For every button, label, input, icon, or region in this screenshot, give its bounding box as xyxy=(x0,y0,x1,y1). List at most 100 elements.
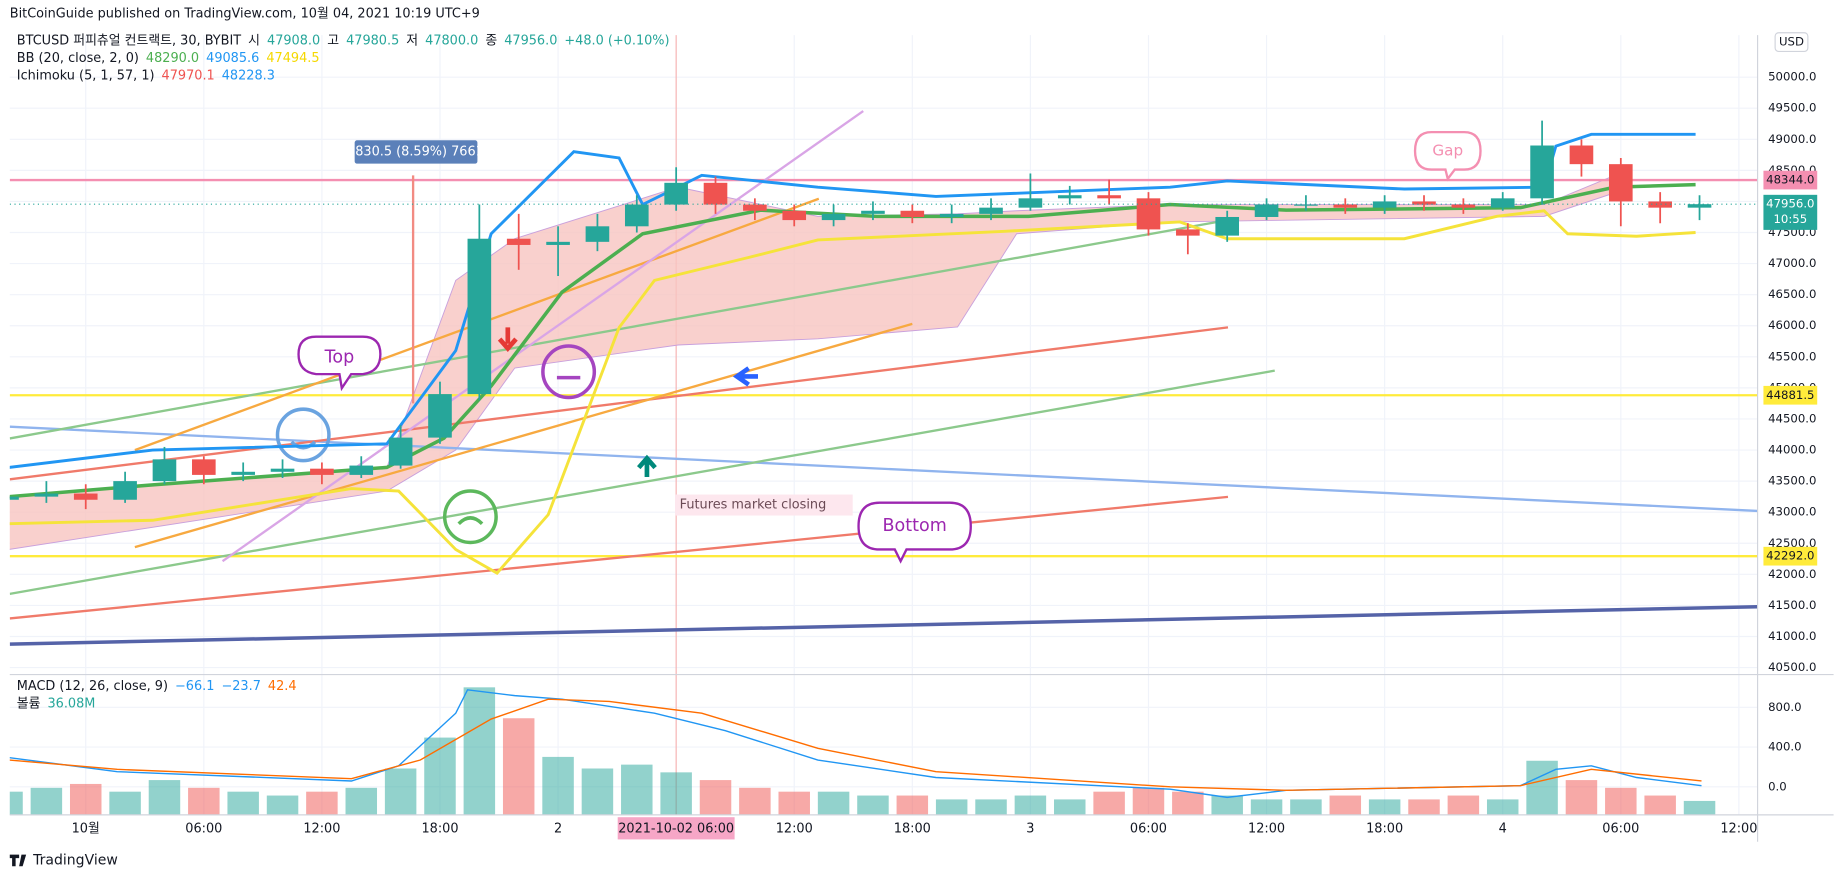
y-tick-label: 40500.0 xyxy=(1768,660,1816,674)
y-tick-label: 43500.0 xyxy=(1768,474,1816,488)
y-tick-label: 42000.0 xyxy=(1768,567,1816,581)
y-tick-label: 46500.0 xyxy=(1768,287,1816,301)
y-tick-label: 47000.0 xyxy=(1768,256,1816,270)
volume-bar xyxy=(1487,799,1518,814)
candle-body xyxy=(664,183,688,205)
legend-text: MACD (12, 26, close, 9) xyxy=(17,679,168,694)
candle-body xyxy=(1609,164,1633,201)
x-tick-label: 06:00 xyxy=(1130,821,1167,836)
legend-text: 저 xyxy=(406,33,418,48)
candle-body xyxy=(468,239,492,394)
legend-text: 47908.0 xyxy=(267,33,320,48)
volume-bar xyxy=(1408,799,1439,814)
legend-text: 47800.0 xyxy=(425,33,478,48)
legend-text: 48290.0 xyxy=(146,51,199,66)
price-label: 44881.5 xyxy=(1766,388,1814,402)
candle-body xyxy=(428,394,452,438)
x-tick-label: 12:00 xyxy=(1720,821,1757,836)
price-label: 42292.0 xyxy=(1766,549,1814,563)
x-tick-label: 10월 xyxy=(72,821,100,836)
x-tick-label: 12:00 xyxy=(303,821,340,836)
candle-body xyxy=(507,239,531,245)
countdown: 10:55 xyxy=(1773,212,1807,226)
legend-text: −23.7 xyxy=(221,679,260,694)
x-tick-label: 4 xyxy=(1499,821,1507,836)
volume-bar xyxy=(1015,796,1046,815)
legend-text: 시 xyxy=(248,33,260,48)
candle-body xyxy=(546,242,570,245)
legend-text: BB (20, close, 2, 0) xyxy=(17,51,139,66)
candle-body xyxy=(1452,205,1476,208)
published: BitCoinGuide published on TradingView.co… xyxy=(10,7,480,22)
x-tick-label: 2 xyxy=(554,821,562,836)
volume-bar xyxy=(1526,761,1557,815)
volume-bar xyxy=(1448,796,1479,815)
volume-bar xyxy=(1054,799,1085,814)
candle-body xyxy=(349,466,373,475)
volume-bar xyxy=(1566,780,1597,815)
measure-label: 3830.5 (8.59%) 7661 xyxy=(347,144,484,159)
candle-body xyxy=(271,469,295,472)
legend-text: 48228.3 xyxy=(222,68,275,83)
currency[interactable]: USD xyxy=(1779,35,1804,49)
crosshair-label: 2021-10-02 06:00 xyxy=(618,821,734,836)
candle-body xyxy=(1176,229,1200,235)
volume-bar xyxy=(1133,788,1164,815)
annotation: Gap xyxy=(1432,141,1463,159)
candle-body xyxy=(389,438,413,466)
volume-bar xyxy=(227,792,258,815)
price-label: 48344.0 xyxy=(1766,173,1814,187)
volume-bar xyxy=(306,792,337,815)
volume-bar xyxy=(582,768,613,814)
volume-bar xyxy=(739,788,770,815)
candle-body xyxy=(586,226,610,242)
volume-bar xyxy=(1251,799,1282,814)
volume-bar xyxy=(1605,788,1636,815)
candle-body xyxy=(113,481,137,500)
page: BitCoinGuide published on TradingView.co… xyxy=(0,0,1834,878)
y-tick-label: 50000.0 xyxy=(1768,70,1816,84)
candle-body xyxy=(192,459,216,475)
legend-text: 47980.5 xyxy=(346,33,399,48)
candle-body xyxy=(940,214,964,217)
x-tick-label: 3 xyxy=(1026,821,1034,836)
legend-text: 종 xyxy=(485,33,497,48)
volume-bar xyxy=(109,792,140,815)
legend-text: Ichimoku (5, 1, 57, 1) xyxy=(17,68,155,83)
candle-body xyxy=(979,208,1003,214)
volume-bar xyxy=(1290,799,1321,814)
volume-bar xyxy=(1330,796,1361,815)
candle-body xyxy=(1058,195,1082,198)
candle-body xyxy=(35,494,59,497)
volume-bar xyxy=(621,765,652,815)
volume-bar xyxy=(660,772,691,815)
candle-body xyxy=(782,211,806,220)
candle-body xyxy=(704,183,728,205)
volume-bar xyxy=(188,788,219,815)
x-tick-label: 18:00 xyxy=(421,821,458,836)
y-tick-label: 400.0 xyxy=(1768,740,1801,754)
candle-body xyxy=(901,211,925,217)
candle-body xyxy=(1215,217,1239,236)
x-tick-label: 18:00 xyxy=(894,821,931,836)
annotation: Bottom xyxy=(883,516,947,536)
x-tick-label: 18:00 xyxy=(1366,821,1403,836)
candle-body xyxy=(1570,146,1594,165)
x-tick-label: 06:00 xyxy=(185,821,222,836)
legend-text: 47956.0 xyxy=(504,33,557,48)
chart: BitCoinGuide published on TradingView.co… xyxy=(0,0,1834,878)
y-tick-label: 41500.0 xyxy=(1768,598,1816,612)
candle-body xyxy=(1019,198,1043,207)
candle-body xyxy=(822,214,846,220)
legend-text: 36.08M xyxy=(47,696,95,711)
volume-bar xyxy=(1644,796,1675,815)
candle-body xyxy=(1530,146,1554,199)
volume-bar xyxy=(1684,801,1715,815)
legend-text: BTCUSD 퍼피츄얼 컨트랙트, 30, BYBIT xyxy=(17,33,242,48)
volume-bar xyxy=(1093,792,1124,815)
candle-body xyxy=(1137,198,1161,229)
candle-body xyxy=(310,469,334,475)
y-tick-label: 44000.0 xyxy=(1768,443,1816,457)
volume-bar xyxy=(70,784,101,815)
y-tick-label: 46000.0 xyxy=(1768,318,1816,332)
